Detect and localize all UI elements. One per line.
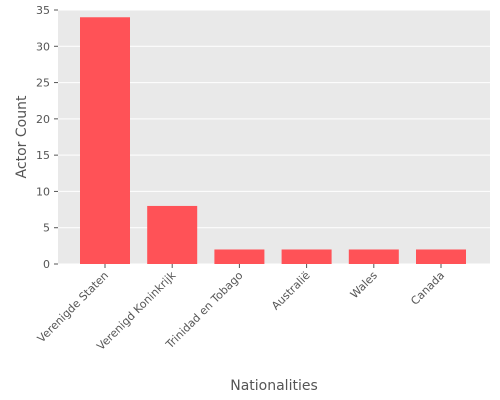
y-axis-ticks: 0 5 10 15 20 25 30 35 [36,4,58,271]
y-tick-label: 5 [43,222,50,235]
y-tick-label: 30 [36,40,50,53]
y-tick-label: 25 [36,77,50,90]
bar [80,17,130,265]
x-tick-label: Canada [408,269,447,308]
bars [80,17,466,265]
x-tick-label: Australië [269,269,313,313]
y-tick-label: 10 [36,185,50,198]
bar [416,249,466,264]
bar [281,249,332,264]
x-tick-label: Wales [348,269,380,301]
y-tick-label: 0 [43,258,50,271]
y-tick-label: 15 [36,149,50,162]
bar [147,205,198,264]
y-tick-label: 35 [36,4,50,17]
x-axis-title: Nationalities [230,378,318,394]
bar [348,249,399,264]
y-tick-label: 20 [36,113,50,126]
bar [214,249,265,264]
x-tick-label: Verenigde Staten [35,269,111,345]
y-axis-title: Actor Count [14,95,30,178]
